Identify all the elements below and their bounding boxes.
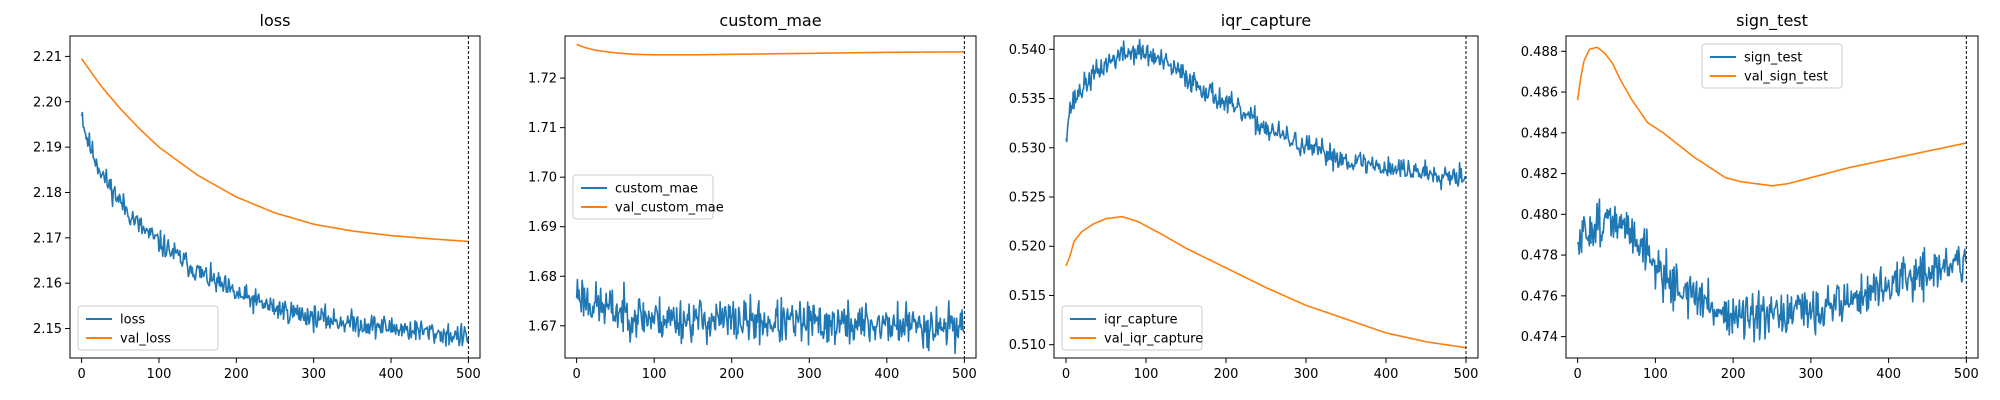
y-tick-label: 0.482 [1521, 167, 1558, 182]
x-tick-label: 300 [301, 367, 326, 382]
x-tick-label: 100 [642, 367, 667, 382]
y-tick-label: 0.540 [1009, 43, 1046, 58]
y-tick-label: 0.488 [1521, 45, 1558, 60]
x-tick-label: 500 [1954, 367, 1979, 382]
y-tick-label: 1.70 [528, 171, 557, 186]
series-line-val_custom_mae [576, 43, 965, 56]
y-tick-label: 1.72 [528, 72, 557, 87]
legend-label: val_custom_mae [615, 201, 724, 216]
legend-label: custom_mae [615, 182, 698, 197]
x-tick-label: 400 [1876, 367, 1901, 382]
legend: sign_test val_sign_test [1701, 43, 1843, 89]
x-tick-label: 100 [147, 367, 172, 382]
legend-box [1061, 305, 1203, 351]
series-line-val_iqr_capture [1065, 215, 1467, 349]
series-line-sign_test [1576, 198, 1968, 343]
y-tick-label: 0.515 [1009, 289, 1046, 304]
x-tick-label: 200 [1721, 367, 1746, 382]
y-tick-label: 2.19 [33, 141, 62, 156]
y-tick-label: 1.68 [528, 270, 557, 285]
x-tick-label: 500 [1454, 367, 1479, 382]
x-tick-label: 400 [1374, 367, 1399, 382]
chart-title: loss [260, 11, 291, 30]
legend: custom_mae val_custom_mae [572, 174, 724, 220]
legend-label: loss [120, 313, 145, 328]
x-tick-label: 0 [572, 367, 580, 382]
series-line-val_loss [80, 58, 469, 243]
legend: iqr_capture val_iqr_capture [1061, 305, 1203, 351]
x-tick-label: 200 [719, 367, 744, 382]
y-tick-label: 0.478 [1521, 249, 1558, 264]
plot-area-frame [564, 35, 977, 359]
x-tick-label: 200 [1214, 367, 1239, 382]
x-tick-label: 400 [874, 367, 899, 382]
x-tick-label: 500 [952, 367, 977, 382]
y-tick-label: 0.480 [1521, 208, 1558, 223]
chart-panel-loss: loss 0 100 200 300 400 500 2.15 2.16 2.17 2.18 2.19… [33, 11, 481, 382]
series-line-iqr_capture [1065, 38, 1467, 191]
x-tick-label: 500 [456, 367, 481, 382]
x-tick-label: 300 [1294, 367, 1319, 382]
series-line-custom_mae [575, 278, 965, 355]
chart-panel-sign_test: sign_test 0 100 200 300 400 500 0.474 0.476 0.478… [1521, 11, 1979, 382]
chart-title: iqr_capture [1221, 11, 1311, 31]
x-tick-label: 100 [1134, 367, 1159, 382]
plot-area-frame [69, 35, 481, 359]
y-tick-label: 0.486 [1521, 86, 1558, 101]
y-tick-label: 2.17 [33, 231, 62, 246]
legend-label: val_sign_test [1744, 70, 1828, 85]
plot-area-frame [1565, 35, 1979, 359]
series-line-loss [80, 111, 470, 347]
legend-box [1701, 43, 1843, 89]
y-tick-label: 2.16 [33, 277, 62, 292]
y-tick-label: 1.67 [528, 319, 557, 334]
chart-title: sign_test [1736, 11, 1808, 31]
series-line-val_sign_test [1576, 46, 1967, 187]
chart-title: custom_mae [719, 11, 821, 31]
y-tick-label: 2.21 [33, 50, 62, 65]
legend-box [572, 174, 714, 220]
chart-panel-custom_mae: custom_mae 0 100 200 300 400 500 1.67 1.68 1.69 1.… [528, 11, 977, 382]
y-tick-label: 2.20 [33, 95, 62, 110]
legend-label: iqr_capture [1104, 313, 1177, 328]
x-tick-label: 0 [77, 367, 85, 382]
y-tick-label: 0.535 [1009, 92, 1046, 107]
legend-box [77, 305, 219, 351]
y-tick-label: 0.530 [1009, 141, 1046, 156]
y-tick-label: 2.15 [33, 322, 62, 337]
x-tick-label: 100 [1643, 367, 1668, 382]
y-tick-label: 0.525 [1009, 191, 1046, 206]
y-tick-label: 0.520 [1009, 240, 1046, 255]
legend-label: val_iqr_capture [1104, 332, 1203, 347]
y-tick-label: 0.484 [1521, 126, 1558, 141]
x-tick-label: 300 [797, 367, 822, 382]
legend-label: sign_test [1744, 51, 1802, 66]
y-tick-label: 0.510 [1009, 338, 1046, 353]
y-tick-label: 1.71 [528, 121, 557, 136]
chart-panel-iqr_capture: iqr_capture 0 100 200 300 400 500 0.510 0.515 0.5… [1009, 11, 1479, 382]
x-tick-label: 300 [1798, 367, 1823, 382]
x-tick-label: 0 [1062, 367, 1070, 382]
legend-label: val_loss [120, 332, 171, 347]
y-tick-label: 1.69 [528, 220, 557, 235]
x-tick-label: 400 [379, 367, 404, 382]
y-tick-label: 2.18 [33, 186, 62, 201]
x-tick-label: 0 [1574, 367, 1582, 382]
legend: loss val_loss [77, 305, 219, 351]
y-tick-label: 0.474 [1521, 330, 1558, 345]
plot-area-frame [1053, 35, 1479, 359]
x-tick-label: 200 [224, 367, 249, 382]
y-tick-label: 0.476 [1521, 289, 1558, 304]
